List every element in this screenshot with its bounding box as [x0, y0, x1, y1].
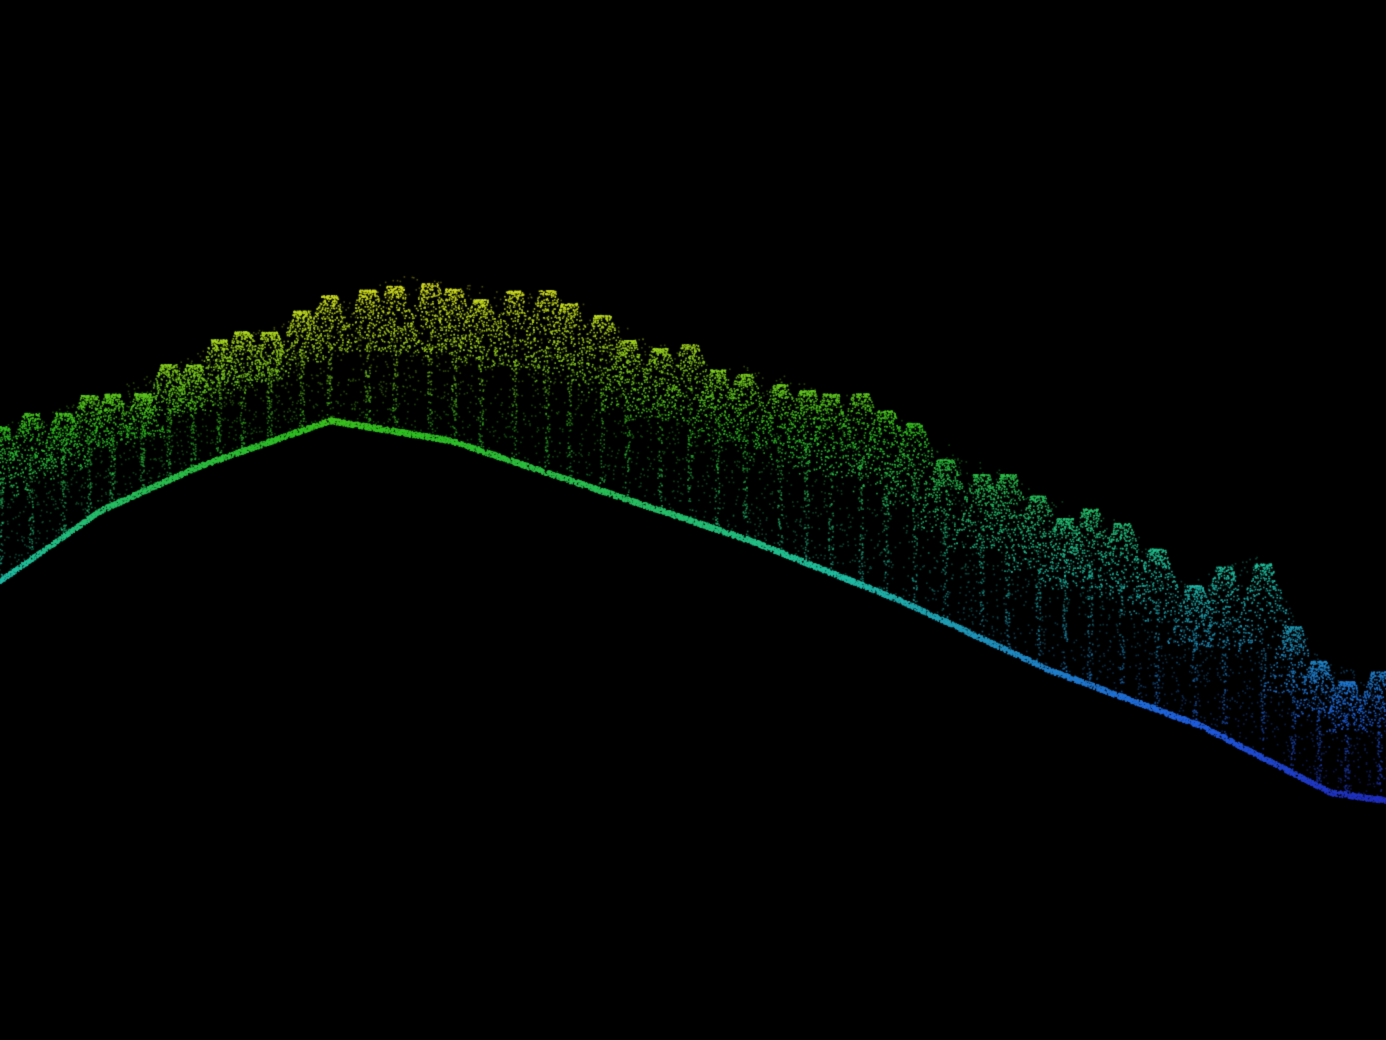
- point-cloud-canvas: [0, 0, 1386, 1040]
